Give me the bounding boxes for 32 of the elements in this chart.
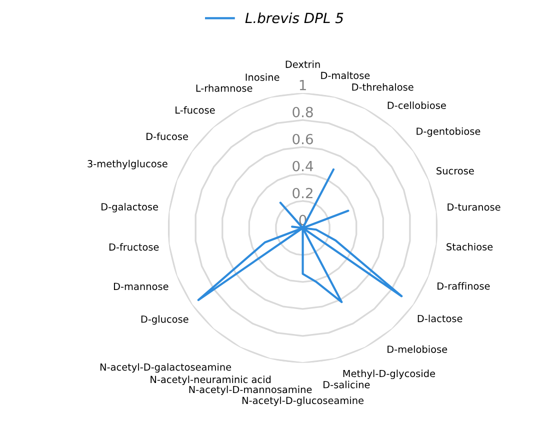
spoke-label: D-fructose — [109, 243, 159, 251]
spoke-label: Inosine — [246, 73, 280, 81]
spoke-label: N-acetyl-D-mannosamine — [189, 386, 312, 396]
spoke-label: D-gentobiose — [416, 127, 480, 137]
spoke-label: D-raffinose — [438, 282, 490, 290]
spoke-label: D-turanose — [448, 203, 500, 211]
spoke-label: N-acetyl-neuraminic acid — [150, 376, 271, 386]
y-tick-label: 0.6 — [292, 134, 313, 144]
spoke-label: Sucrose — [436, 167, 474, 174]
legend-label: L.brevis DPL 5 — [245, 12, 344, 24]
spoke-label: Methyl-D-glycoside — [343, 370, 435, 380]
y-tick-label: 0.2 — [292, 188, 312, 198]
spoke-label: L-rhamnose — [196, 84, 252, 92]
spoke-label: 3-methylglucose — [88, 160, 168, 170]
spoke-label: Dextrin — [286, 60, 320, 68]
spoke-label: N-acetyl-D-glucoseamine — [242, 396, 364, 406]
spoke-label: D-lactose — [418, 314, 462, 322]
y-tick-label: 1 — [300, 80, 306, 90]
spoke-label: L-fucose — [176, 106, 215, 114]
spoke-label: D-salicine — [324, 380, 370, 388]
spoke-label: Stachiose — [446, 242, 493, 250]
spoke-label: D-glucose — [141, 315, 188, 325]
spoke-label: D-threhalose — [352, 83, 414, 91]
y-tick-label: 0.8 — [292, 106, 313, 118]
spoke-label: D-cellobiose — [388, 102, 446, 110]
spoke-label: D-mannose — [114, 282, 168, 290]
spoke-label: D-galactose — [102, 202, 158, 212]
spoke-label: D-maltose — [321, 72, 370, 80]
spoke-label: N-acetyl-D-galactoseamine — [100, 363, 232, 373]
y-tick-label: 0.4 — [292, 160, 314, 172]
spoke-label: D-melobiose — [388, 345, 448, 353]
spoke-label: D-fucose — [146, 132, 188, 140]
